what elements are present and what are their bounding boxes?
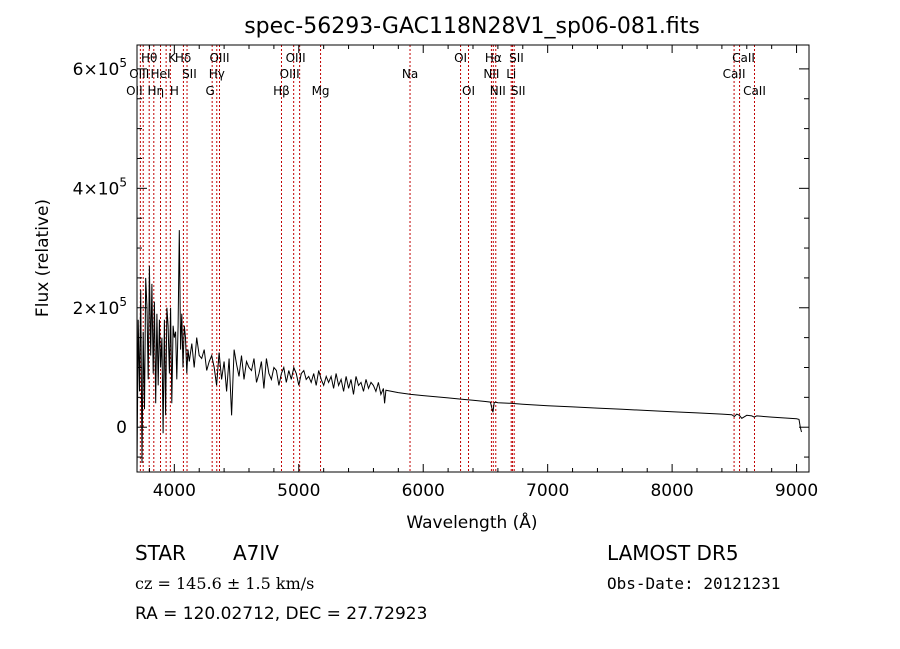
line-label-24: SII: [511, 84, 526, 98]
x-tick-label-0: 4000: [153, 481, 196, 501]
coordinates: RA = 120.02712, DEC = 27.72923: [135, 604, 427, 624]
spectral-line-labels: OII OIII Hθ Hη HeI K H Hδ SII G Hγ OIII Hβ OIII OIII Mg…: [126, 51, 766, 98]
line-label-5: K: [168, 51, 177, 65]
y-axis-label: Flux (relative): [33, 199, 53, 317]
chart-title: spec-56293-GAC118N28V1_sp06-081.fits: [244, 14, 700, 39]
line-label-23: SII: [509, 51, 524, 65]
redshift-text: cz = 145.6 ± 1.5 km/s: [135, 574, 314, 593]
line-label-0: OII: [126, 84, 143, 98]
obs-date: Obs-Date: 20121231: [607, 574, 780, 593]
y-tick-label-2: 4×105: [73, 175, 127, 199]
line-label-21: NII: [490, 84, 506, 98]
line-label-2: Hθ: [141, 51, 157, 65]
line-label-1: OIII: [129, 67, 149, 81]
y-tick-label-0: 0: [116, 418, 127, 438]
line-label-22: Li: [506, 67, 516, 81]
line-label-13: OIII: [280, 67, 300, 81]
line-label-3: Hη: [147, 84, 164, 98]
x-tick-label-3: 7000: [526, 481, 569, 501]
x-tick-label-5: 9000: [775, 481, 818, 501]
line-label-10: Hγ: [209, 67, 225, 81]
line-label-27: CaII: [743, 84, 766, 98]
x-tick-label-1: 5000: [277, 481, 320, 501]
line-label-12: Hβ: [273, 84, 290, 98]
line-label-14: OIII: [286, 51, 306, 65]
line-label-16: Na: [402, 67, 418, 81]
line-label-25: CaII: [723, 67, 746, 81]
line-label-20: Hα: [485, 51, 502, 65]
line-label-9: G: [206, 84, 215, 98]
line-label-18: OI: [462, 84, 475, 98]
x-tick-label-4: 8000: [650, 481, 693, 501]
line-label-11: OIII: [209, 51, 229, 65]
line-label-26: CaII: [732, 51, 755, 65]
plot-frame: [136, 44, 810, 473]
x-axis-ticks: 4000 5000 6000 7000 8000 9000: [148, 45, 818, 501]
spectral-line-markers: [139, 45, 755, 472]
line-label-7: Hδ: [175, 51, 191, 65]
line-label-6: H: [170, 84, 179, 98]
y-tick-label-3: 6×105: [73, 56, 127, 80]
line-label-19: NII: [483, 67, 499, 81]
line-label-15: Mg: [312, 84, 330, 98]
y-axis-ticks: 0 2×105 4×105 6×105: [73, 56, 809, 458]
line-label-8: SII: [182, 67, 197, 81]
x-tick-label-2: 6000: [402, 481, 445, 501]
line-label-4: HeI: [151, 67, 171, 81]
spectrum-line: [136, 230, 802, 473]
object-subclass: A7IV: [233, 541, 279, 565]
x-axis-label: Wavelength (Å): [406, 511, 537, 533]
survey-name: LAMOST DR5: [607, 541, 739, 565]
object-class: STAR: [135, 541, 186, 565]
line-label-17: OI: [454, 51, 467, 65]
y-tick-label-1: 2×105: [73, 295, 127, 319]
